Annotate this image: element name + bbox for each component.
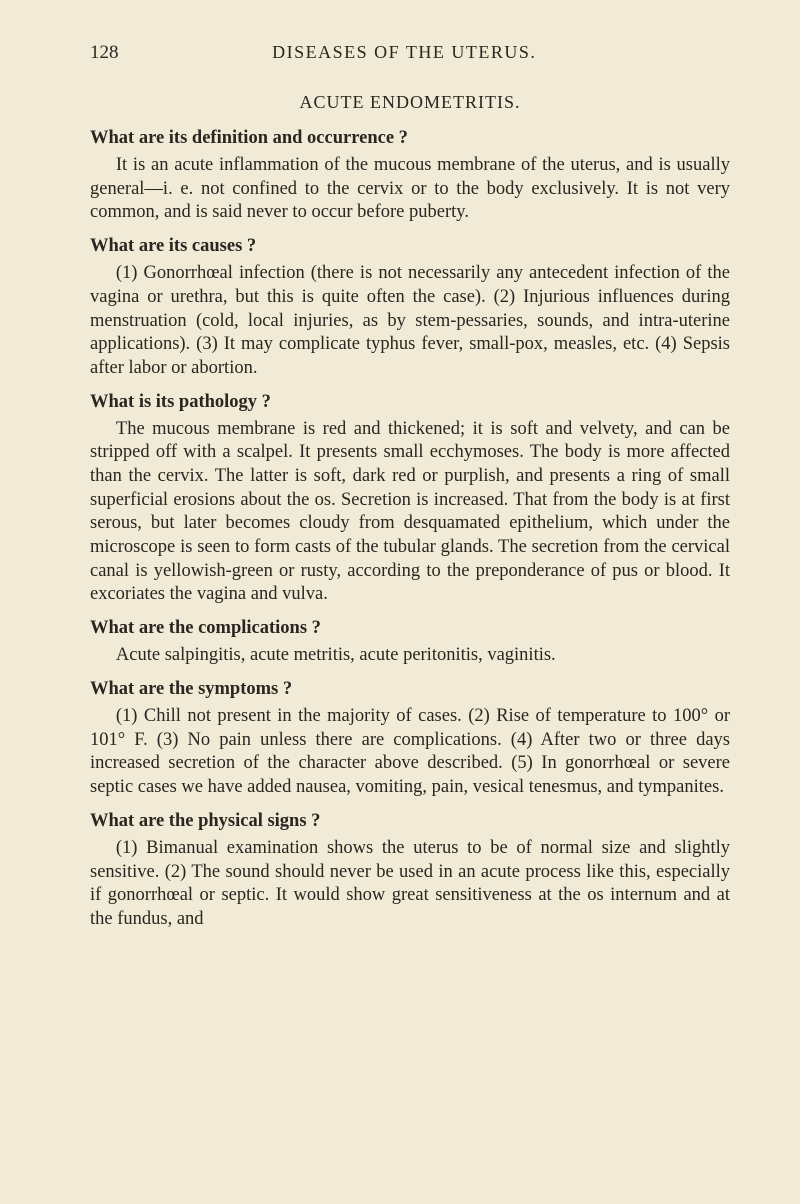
answer-physical-signs: (1) Bimanual examination shows the uteru… (90, 837, 730, 932)
page-number: 128 (90, 42, 119, 64)
question-causes: What are its causes ? (90, 235, 730, 258)
page: 128 DISEASES OF THE UTERUS. ACUTE ENDOME… (0, 0, 800, 1204)
question-physical-signs: What are the physical signs ? (90, 810, 730, 833)
question-definition: What are its definition and occurrence ? (90, 127, 730, 150)
answer-definition: It is an acute inflammation of the mucou… (90, 154, 730, 225)
answer-causes: (1) Gonorrhœal infection (there is not n… (90, 262, 730, 380)
answer-complications: Acute salpingitis, acute metritis, acute… (90, 644, 730, 668)
running-head: DISEASES OF THE UTERUS. (119, 42, 691, 63)
question-symptoms: What are the symptoms ? (90, 678, 730, 701)
answer-symptoms: (1) Chill not present in the majority of… (90, 705, 730, 800)
header-row: 128 DISEASES OF THE UTERUS. (90, 42, 730, 64)
answer-pathology: The mucous membrane is red and thickened… (90, 418, 730, 607)
section-title: ACUTE ENDOMETRITIS. (90, 92, 730, 113)
question-complications: What are the complications ? (90, 617, 730, 640)
question-pathology: What is its pathology ? (90, 391, 730, 414)
